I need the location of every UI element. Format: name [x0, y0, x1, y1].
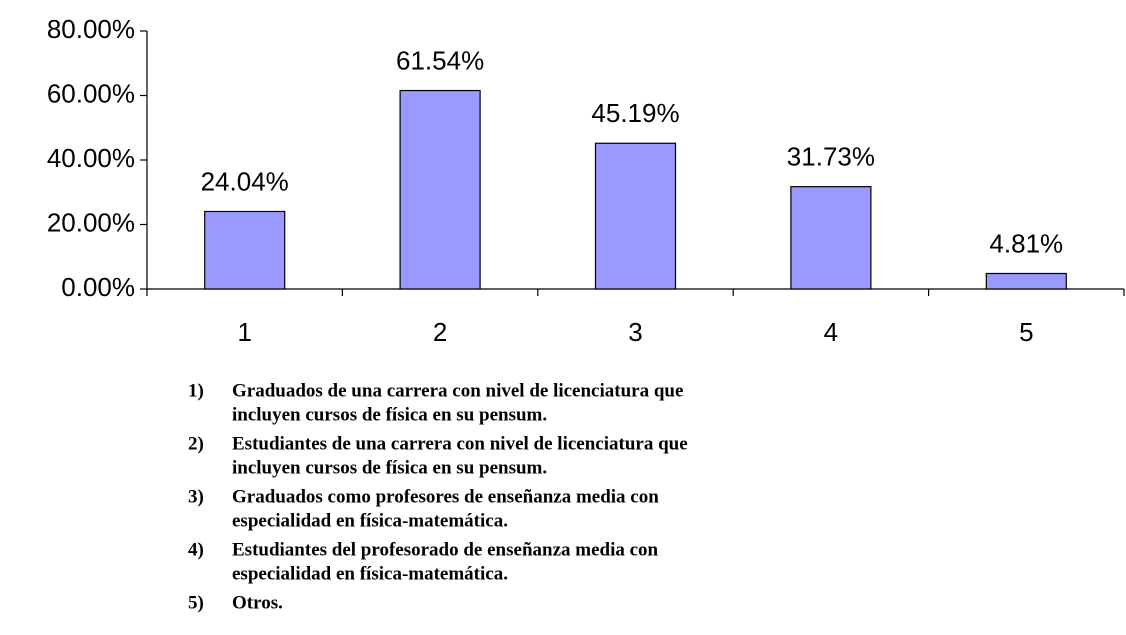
- y-tick-label: 0.00%: [61, 272, 135, 302]
- x-tick-label: 5: [1019, 317, 1033, 347]
- data-label: 61.54%: [396, 45, 484, 75]
- bar: [204, 210, 286, 290]
- bar: [985, 272, 1067, 290]
- data-label: 24.04%: [201, 166, 289, 196]
- y-tick-label: 40.00%: [47, 143, 135, 173]
- note-text: incluyen cursos de física en su pensum.: [232, 404, 547, 425]
- note-text: Otros.: [232, 592, 283, 613]
- note-marker: 5): [188, 592, 204, 613]
- note-text: Estudiantes de una carrera con nivel de …: [232, 433, 688, 454]
- data-label: 45.19%: [591, 98, 679, 128]
- note-marker: 3): [188, 486, 204, 507]
- y-tick-label: 60.00%: [47, 78, 135, 108]
- note-text: especialidad en física-matemática.: [232, 563, 508, 584]
- x-tick-label: 2: [433, 317, 447, 347]
- note-text: Graduados como profesores de enseñanza m…: [232, 486, 659, 507]
- note-text: Graduados de una carrera con nivel de li…: [232, 380, 683, 401]
- bar: [399, 89, 481, 290]
- data-label: 4.81%: [989, 228, 1063, 258]
- note-text: Estudiantes del profesorado de enseñanza…: [232, 539, 659, 560]
- x-tick-label: 4: [824, 317, 838, 347]
- note-marker: 2): [188, 433, 204, 454]
- bar: [790, 186, 872, 290]
- x-tick-label: 1: [237, 317, 251, 347]
- data-label: 31.73%: [787, 142, 875, 172]
- note-text: incluyen cursos de física en su pensum.: [232, 457, 547, 478]
- note-marker: 1): [188, 380, 204, 401]
- x-tick-label: 3: [628, 317, 642, 347]
- y-tick-label: 80.00%: [47, 14, 135, 44]
- y-tick-label: 20.00%: [47, 207, 135, 237]
- bar: [594, 142, 677, 290]
- note-text: especialidad en física-matemática.: [232, 510, 508, 531]
- note-marker: 4): [188, 539, 204, 560]
